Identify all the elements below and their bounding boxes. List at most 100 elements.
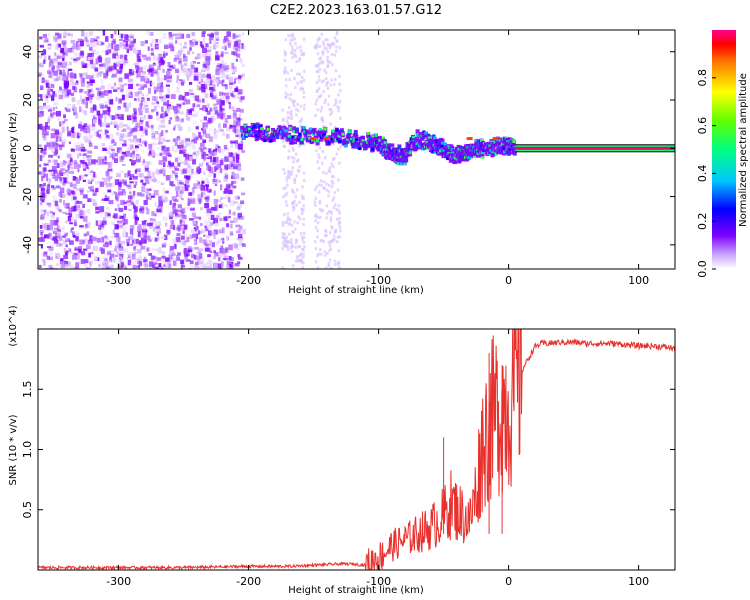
- noise-speckle: [57, 155, 60, 159]
- noise-speckle: [110, 34, 114, 39]
- noise-speckle: [288, 222, 292, 226]
- noise-speckle: [224, 118, 228, 123]
- noise-speckle: [294, 86, 297, 89]
- noise-speckle: [123, 59, 128, 64]
- noise-speckle: [77, 246, 82, 252]
- noise-speckle: [54, 230, 58, 234]
- noise-speckle: [135, 128, 139, 133]
- noise-speckle: [122, 190, 124, 195]
- y-tick-label: 1.0: [21, 441, 34, 459]
- noise-speckle: [47, 118, 50, 124]
- noise-speckle: [123, 83, 128, 86]
- noise-speckle: [224, 172, 228, 176]
- noise-speckle: [114, 254, 119, 257]
- noise-speckle: [125, 60, 130, 66]
- noise-speckle: [115, 61, 121, 67]
- noise-speckle: [330, 179, 334, 183]
- noise-speckle: [55, 263, 60, 267]
- noise-speckle: [65, 90, 70, 97]
- noise-speckle: [54, 36, 58, 43]
- noise-speckle: [42, 94, 46, 99]
- noise-speckle: [314, 247, 318, 251]
- trace-point: [266, 127, 270, 131]
- noise-speckle: [78, 124, 82, 129]
- noise-speckle: [169, 174, 174, 179]
- noise-speckle: [138, 87, 142, 91]
- noise-speckle: [101, 177, 106, 180]
- noise-speckle: [62, 43, 66, 47]
- noise-speckle: [176, 115, 179, 119]
- noise-speckle: [117, 191, 123, 196]
- noise-speckle: [48, 65, 52, 71]
- noise-speckle: [121, 129, 124, 132]
- noise-speckle: [134, 220, 138, 225]
- noise-speckle: [138, 172, 144, 178]
- noise-speckle: [191, 191, 195, 196]
- noise-speckle: [74, 113, 79, 119]
- noise-speckle: [133, 184, 137, 188]
- noise-speckle: [67, 160, 71, 166]
- noise-speckle: [226, 153, 232, 156]
- noise-speckle: [133, 205, 137, 209]
- noise-speckle: [176, 103, 182, 107]
- noise-speckle: [167, 68, 172, 71]
- noise-speckle: [111, 139, 115, 143]
- noise-speckle: [140, 236, 144, 240]
- noise-speckle: [203, 42, 206, 46]
- noise-speckle: [230, 231, 234, 235]
- noise-speckle: [236, 107, 241, 112]
- noise-speckle: [57, 131, 63, 137]
- trace-point: [352, 140, 356, 143]
- noise-speckle: [63, 114, 66, 119]
- noise-speckle: [180, 185, 186, 190]
- noise-speckle: [111, 192, 115, 197]
- noise-speckle: [298, 217, 302, 221]
- noise-speckle: [158, 62, 163, 66]
- noise-speckle: [295, 113, 298, 117]
- noise-speckle: [128, 38, 131, 44]
- noise-speckle: [156, 56, 161, 61]
- noise-speckle: [300, 207, 303, 211]
- noise-speckle: [168, 35, 174, 40]
- noise-speckle: [286, 121, 290, 125]
- noise-speckle: [137, 144, 142, 147]
- noise-speckle: [220, 51, 224, 57]
- noise-speckle: [113, 82, 116, 86]
- noise-speckle: [331, 238, 335, 242]
- noise-speckle: [218, 147, 222, 153]
- noise-speckle: [59, 74, 63, 80]
- noise-speckle: [87, 53, 92, 57]
- noise-speckle: [91, 124, 96, 127]
- noise-speckle: [86, 43, 90, 48]
- x-tick-label: -300: [106, 274, 131, 287]
- noise-speckle: [288, 106, 291, 110]
- noise-speckle: [333, 238, 336, 242]
- noise-speckle: [146, 222, 152, 227]
- noise-speckle: [214, 178, 219, 184]
- noise-speckle: [292, 206, 296, 210]
- noise-speckle: [200, 84, 205, 89]
- noise-speckle: [195, 234, 198, 237]
- noise-speckle: [133, 246, 137, 250]
- noise-speckle: [75, 262, 80, 269]
- noise-speckle: [157, 221, 162, 227]
- noise-speckle: [88, 186, 92, 189]
- noise-speckle: [169, 164, 173, 169]
- noise-speckle: [53, 227, 58, 231]
- noise-speckle: [183, 62, 188, 66]
- noise-speckle: [187, 202, 191, 206]
- x-tick-label: -200: [236, 274, 261, 287]
- noise-speckle: [333, 125, 337, 129]
- noise-speckle: [60, 262, 65, 269]
- noise-speckle: [194, 67, 199, 73]
- noise-speckle: [234, 88, 238, 92]
- noise-speckle: [135, 71, 138, 74]
- noise-speckle: [300, 53, 304, 57]
- noise-speckle: [122, 124, 128, 127]
- noise-speckle: [128, 92, 133, 98]
- noise-speckle: [194, 150, 199, 157]
- noise-speckle: [126, 257, 131, 260]
- noise-speckle: [130, 139, 134, 143]
- noise-speckle: [295, 159, 299, 163]
- noise-speckle: [38, 72, 43, 75]
